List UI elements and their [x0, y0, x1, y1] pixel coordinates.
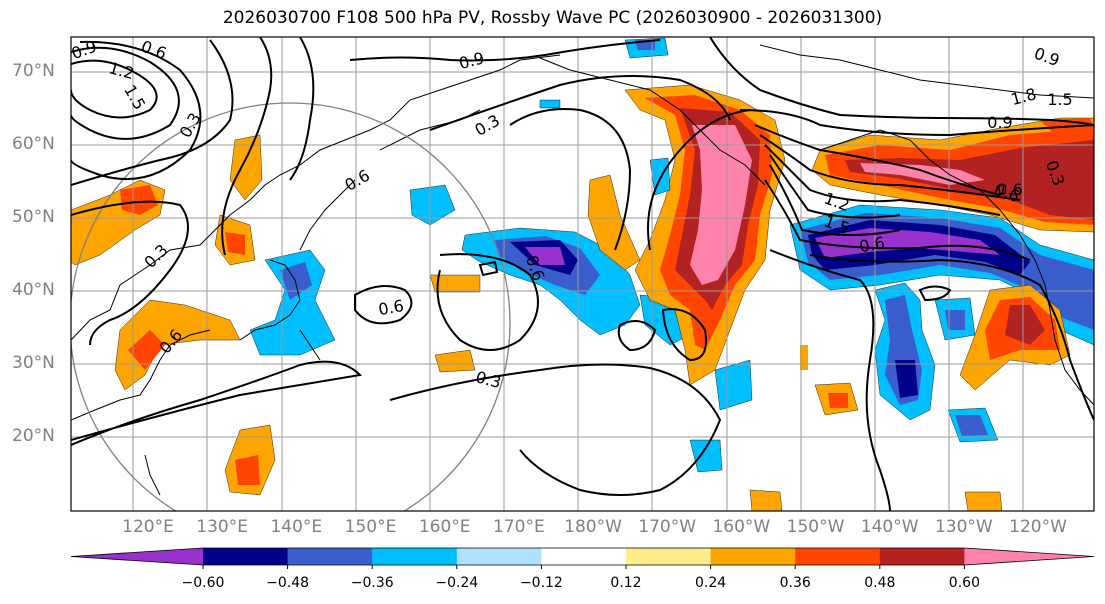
plot-frame: [70, 36, 1095, 512]
positive-anomaly-region: [429, 274, 481, 293]
longitude-label: 170°E: [492, 517, 545, 537]
positive-anomaly-region: [828, 393, 848, 408]
colorbar-tick-label: 0.24: [695, 575, 727, 591]
latitude-label: 60°N: [12, 134, 55, 154]
contour-label: 1.5: [1047, 90, 1072, 109]
contour-label: 0.3: [471, 111, 503, 140]
longitude-label: 150°E: [344, 517, 397, 537]
contour-label: 0.9: [987, 113, 1012, 132]
colorbar-segment: [879, 548, 965, 565]
colorbar-segment: [710, 548, 796, 565]
colorbar-segment: [372, 548, 458, 565]
longitude-label: 140°E: [270, 517, 323, 537]
contour-label: 0.6: [377, 296, 405, 319]
colorbar-segment: [541, 548, 627, 565]
colorbar-segment: [203, 548, 289, 565]
negative-anomaly-region: [945, 310, 965, 330]
contour-label: 0.6: [858, 233, 886, 256]
latitude-label: 30°N: [12, 353, 55, 373]
pv-anomaly-shading: [71, 37, 1094, 511]
contour-label: 1.5: [120, 81, 149, 113]
positive-anomaly-region: [964, 491, 1003, 511]
contour-label: 0.3: [474, 367, 504, 392]
longitude-label: 180°W: [564, 517, 622, 537]
colorbar-tick-label: −0.24: [435, 575, 479, 591]
coastlines: [71, 44, 1094, 496]
longitude-label: 150°W: [786, 517, 845, 537]
positive-anomaly-region: [225, 232, 245, 255]
positive-anomaly-region: [749, 489, 783, 511]
negative-anomaly-region: [955, 415, 988, 436]
longitude-label: 160°E: [418, 517, 471, 537]
negative-anomaly-region: [249, 249, 336, 356]
positive-anomaly-region: [1005, 305, 1045, 345]
colorbar-tick-label: −0.36: [350, 575, 394, 591]
longitude-label: 130°W: [934, 517, 993, 537]
colorbar-segment: [795, 548, 881, 565]
contour-label: 0.9: [69, 37, 99, 64]
longitude-label: 140°W: [860, 517, 919, 537]
longitude-label: 170°W: [638, 517, 697, 537]
colorbar-segment: [626, 548, 712, 565]
contour-label: 0.9: [1032, 44, 1062, 71]
colorbar-extend-max: [964, 548, 1094, 565]
positive-anomaly-region: [120, 185, 158, 215]
positive-anomaly-region: [587, 174, 641, 271]
positive-anomaly-region: [860, 163, 985, 185]
colorbar-tick-label: −0.60: [181, 575, 225, 591]
contour-label: 1.2: [107, 58, 137, 83]
contour-label: 0.6: [997, 180, 1022, 199]
colorbar-tick-label: −0.48: [266, 575, 310, 591]
colorbar-tick-label: 0.12: [610, 575, 642, 591]
distance-ring: [71, 102, 511, 511]
longitude-label: 120°W: [1009, 517, 1067, 537]
positive-anomaly-region: [235, 455, 260, 485]
longitude-label: 160°W: [712, 517, 771, 537]
longitude-label: 130°E: [196, 517, 249, 537]
negative-anomaly-region: [714, 359, 753, 411]
contour-label: 0.3: [140, 240, 171, 271]
latitude-label: 50°N: [12, 207, 55, 227]
contour-label: 0.9: [457, 48, 487, 73]
negative-anomaly-region: [409, 184, 456, 226]
positive-anomaly-region: [128, 330, 165, 370]
colorbar-segment: [456, 548, 542, 565]
colorbar-tick-label: 0.36: [779, 575, 811, 591]
latitude-label: 70°N: [12, 61, 55, 81]
colorbar-extend-min: [71, 548, 203, 565]
negative-anomaly-region: [649, 157, 671, 196]
positive-anomaly-region: [690, 125, 752, 285]
colorbar-tick-label: 0.48: [864, 575, 896, 591]
contour-label: 0.6: [341, 166, 373, 195]
longitude-label: 120°E: [122, 517, 174, 537]
negative-anomaly-region: [689, 439, 723, 473]
contour-label: 1.8: [1009, 84, 1039, 109]
latitude-label: 40°N: [12, 280, 55, 300]
map-title: 2026030700 F108 500 hPa PV, Rossby Wave …: [222, 8, 883, 28]
negative-anomaly-region: [895, 360, 918, 398]
colorbar-segment: [287, 548, 373, 565]
positive-anomaly-region: [434, 349, 476, 373]
colorbar-tick-label: −0.12: [519, 575, 563, 591]
negative-anomaly-region: [525, 247, 565, 265]
colorbar: [70, 547, 1095, 569]
colorbar-tick-label: 0.60: [948, 575, 980, 591]
negative-anomaly-region: [539, 99, 561, 109]
pv-contours: [71, 37, 1094, 511]
latitude-label: 20°N: [12, 426, 55, 446]
